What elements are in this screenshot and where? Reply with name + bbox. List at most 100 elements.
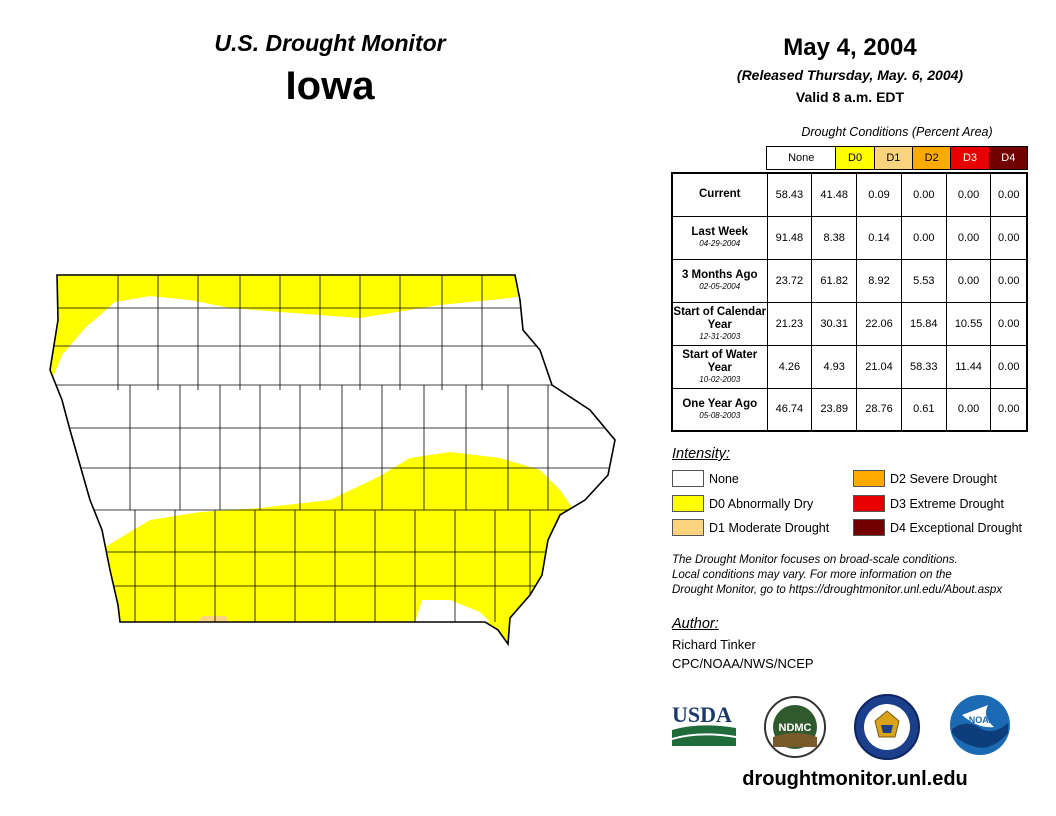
table-cell: 0.14 — [856, 215, 902, 260]
table-cell: 10.55 — [945, 301, 992, 346]
table-cell: 41.48 — [811, 172, 858, 217]
legend-item: D4 Exceptional Drought — [853, 519, 1022, 536]
row-label: 3 Months Ago 02-05-2004 — [671, 258, 768, 303]
svg-text:USDA: USDA — [672, 702, 732, 727]
row-date: 02-05-2004 — [699, 282, 741, 291]
table-cell: 8.38 — [811, 215, 858, 260]
table-cell: 0.00 — [945, 172, 992, 217]
legend-label: D1 Moderate Drought — [709, 520, 830, 535]
state-title: Iowa — [285, 64, 375, 108]
legend-item: None — [672, 470, 739, 487]
row-date: 05-08-2003 — [699, 410, 741, 420]
state-outline — [49, 274, 616, 647]
legend-swatch — [853, 519, 885, 536]
drought-table: Current 58.43 41.48 0.09 0.00 0.00 0.00 … — [671, 172, 1028, 432]
table-cell: 0.00 — [990, 344, 1028, 389]
note-line: Drought Monitor, go to https://droughtmo… — [672, 584, 1003, 596]
table-caption: Drought Conditions (Percent Area) — [801, 125, 993, 139]
table-row: Start of Water Year 10-02-2003 4.26 4.93 … — [671, 344, 1028, 389]
col-d4: D4 — [988, 146, 1029, 170]
row-date: 10-02-2003 — [699, 374, 741, 384]
ndmc-logo-icon: NDMC — [764, 696, 826, 758]
legend-label: D2 Severe Drought — [890, 471, 998, 486]
legend-swatch — [853, 470, 885, 487]
legend-swatch — [672, 495, 704, 512]
legend-title: Intensity: — [672, 446, 731, 462]
table-cell: 0.00 — [900, 215, 947, 260]
table-cell: 0.00 — [990, 387, 1028, 432]
row-label: Last Week 04-29-2004 — [671, 215, 768, 260]
county-lines — [50, 275, 615, 622]
table-cell: 58.33 — [900, 344, 947, 389]
table-cell: 91.48 — [766, 215, 813, 260]
table-cell: 0.00 — [990, 258, 1028, 303]
d0-south-area — [50, 452, 615, 644]
table-cell: 28.76 — [856, 387, 902, 432]
website-link[interactable]: droughtmonitor.unl.edu — [742, 768, 968, 790]
author-title: Author: — [672, 616, 719, 632]
table-cell: 0.00 — [945, 258, 992, 303]
d0-north-area — [50, 275, 615, 390]
legend-item: D0 Abnormally Dry — [672, 495, 813, 512]
table-row: Current 58.43 41.48 0.09 0.00 0.00 0.00 — [671, 172, 1028, 217]
table-cell: 22.06 — [856, 301, 902, 346]
legend-label: D3 Extreme Drought — [890, 496, 1004, 511]
table-cell: 0.00 — [990, 172, 1028, 217]
legend-swatch — [853, 495, 885, 512]
disclaimer-note: The Drought Monitor focuses on broad-sca… — [672, 553, 1052, 598]
note-line: The Drought Monitor focuses on broad-sca… — [672, 554, 958, 566]
table-row: 3 Months Ago 02-05-2004 23.72 61.82 8.92 … — [671, 258, 1028, 303]
legend-swatch — [672, 519, 704, 536]
table-cell: 0.09 — [856, 172, 902, 217]
table-row: Start of Calendar Year 12-31-2003 21.23 3… — [671, 301, 1028, 346]
table-cell: 4.26 — [766, 344, 813, 389]
table-cell: 61.82 — [811, 258, 858, 303]
row-label: Start of Calendar Year 12-31-2003 — [671, 301, 768, 346]
table-cell: 0.61 — [900, 387, 947, 432]
table-cell: 0.00 — [945, 215, 992, 260]
legend-swatch — [672, 470, 704, 487]
map-date: May 4, 2004 — [783, 34, 917, 61]
row-label: Start of Water Year 10-02-2003 — [671, 344, 768, 389]
brand-title: U.S. Drought Monitor — [214, 30, 446, 56]
svg-text:NDMC: NDMC — [779, 722, 812, 734]
row-date: 12-31-2003 — [699, 331, 741, 341]
table-cell: 0.00 — [900, 172, 947, 217]
table-cell: 5.53 — [900, 258, 947, 303]
table-cell: 46.74 — [766, 387, 813, 432]
table-cell: 21.23 — [766, 301, 813, 346]
table-cell: 21.04 — [856, 344, 902, 389]
table-cell: 58.43 — [766, 172, 813, 217]
author-name: Richard Tinker — [672, 637, 756, 652]
iowa-drought-map — [49, 274, 616, 647]
legend-label: D4 Exceptional Drought — [890, 520, 1023, 535]
row-date: 04-29-2004 — [699, 239, 741, 248]
noaa-logo-icon: NOAA — [950, 695, 1010, 755]
note-line: Local conditions may vary. For more info… — [672, 569, 952, 581]
col-d2: D2 — [912, 146, 952, 170]
col-d0: D0 — [835, 146, 875, 170]
row-label: Current — [671, 172, 768, 217]
legend-label: None — [709, 471, 739, 486]
svg-text:NOAA: NOAA — [969, 715, 996, 725]
valid-time: Valid 8 a.m. EDT — [795, 89, 905, 105]
table-header: None D0 D1 D2 D3 D4 — [765, 146, 1029, 170]
table-cell: 0.00 — [945, 387, 992, 432]
table-cell: 4.93 — [811, 344, 858, 389]
table-cell: 15.84 — [900, 301, 947, 346]
table-cell: 30.31 — [811, 301, 858, 346]
table-cell: 23.72 — [766, 258, 813, 303]
legend-item: D3 Extreme Drought — [853, 495, 1004, 512]
table-row: One Year Ago 05-08-2003 46.74 23.89 28.76… — [671, 387, 1028, 432]
table-cell: 0.00 — [990, 301, 1028, 346]
row-label: One Year Ago 05-08-2003 — [671, 387, 768, 432]
none-pocket — [415, 600, 490, 622]
legend-item: D1 Moderate Drought — [672, 519, 829, 536]
table-cell: 8.92 — [856, 258, 902, 303]
author-org: CPC/NOAA/NWS/NCEP — [672, 656, 814, 671]
table-cell: 0.00 — [990, 215, 1028, 260]
col-d3: D3 — [950, 146, 990, 170]
legend-label: D0 Abnormally Dry — [709, 496, 814, 511]
legend-item: D2 Severe Drought — [853, 470, 997, 487]
usda-logo-icon: USDA — [672, 702, 736, 746]
